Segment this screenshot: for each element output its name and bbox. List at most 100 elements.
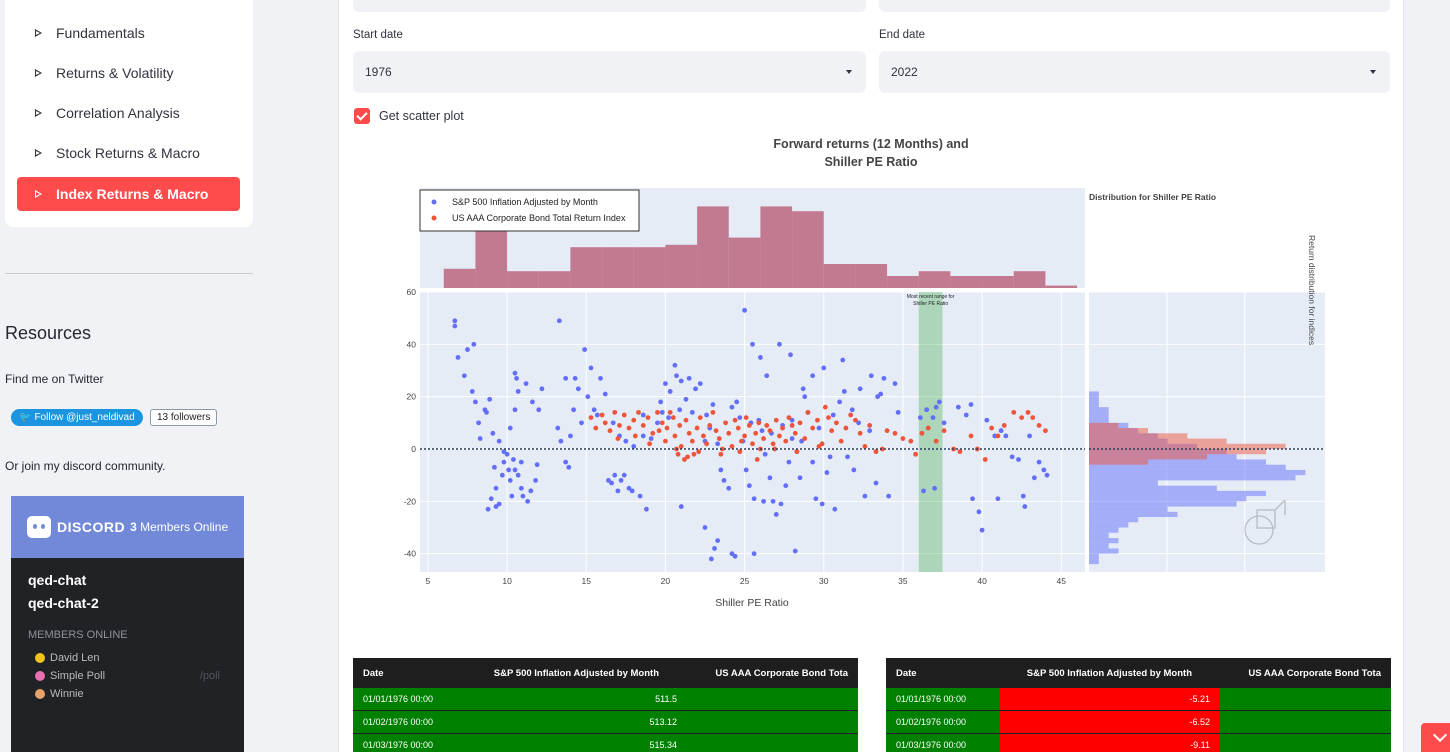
column-header[interactable]: Date [363,667,384,679]
table-row[interactable]: 01/01/1976 00:00 511.5 [353,688,858,711]
member-item[interactable]: Winnie [11,685,244,703]
sp500-point [917,415,923,421]
top-field-right[interactable] [879,0,1390,12]
column-header[interactable]: S&P 500 Inflation Adjusted by Month [493,667,660,679]
scroll-down-button[interactable] [1421,723,1450,752]
bond-point [838,438,844,444]
x-axis-label: Shiller PE Ratio [715,597,789,609]
table-cell: -9.11 [1000,734,1220,752]
y-tick-label: 60 [407,287,417,297]
sp500-point [493,504,499,509]
end-date-select[interactable]: 2022 [879,51,1390,93]
sp500-point [509,493,515,499]
start-date-value: 1976 [365,65,392,79]
return-histogram [1089,391,1306,565]
table-row[interactable]: 01/02/1976 00:00 513.12 [353,711,858,734]
bond-point [957,449,963,455]
bond-point [867,423,873,428]
bond-point [1030,415,1036,421]
bond-point [826,415,831,421]
start-date-select[interactable]: 1976 [353,51,866,93]
table-row[interactable]: 01/03/1976 00:00 -9.11 [886,734,1391,752]
sp500-point [868,373,874,379]
sp500-point [520,493,526,499]
nav-item-correlation-analysis[interactable]: Correlation Analysis [35,96,180,130]
sp500-point [514,375,519,381]
chevron-down-icon [1370,70,1376,74]
nav-item-label: Fundamentals [56,25,145,41]
sp500-point [1031,475,1037,481]
sp500-point [729,404,735,410]
data-table-returns[interactable]: Date S&P 500 Inflation Adjusted by Month… [886,658,1391,752]
table-cell: 515.34 [649,740,677,750]
sp500-point [751,551,757,557]
chart-title-line-2: Shiller PE Ratio [824,155,917,169]
highlight-label-1: Most recent range for [907,294,955,300]
nav-item-stock-returns-macro[interactable]: Stock Returns & Macro [35,136,200,170]
bond-point [716,436,722,441]
sp500-return-bar [1089,396,1099,402]
sp500-point [598,375,603,381]
sp500-point [773,512,779,517]
bond-point [685,454,690,460]
bond-point [697,415,703,421]
column-header[interactable]: Date [896,667,917,679]
bond-point [588,415,594,421]
pe-hist-bar [950,276,983,288]
table-cell: 01/02/1976 00:00 [896,717,967,727]
nav-item-fundamentals[interactable]: Fundamentals [35,16,145,50]
sp500-point [585,394,591,400]
sp500-point [501,449,507,455]
sp500-point [477,436,483,441]
sp500-point [797,475,803,481]
bond-point [713,428,719,434]
sp500-point [830,412,836,418]
column-header[interactable]: S&P 500 Inflation Adjusted by Month [1026,667,1193,679]
bond-return-bar [1089,428,1148,434]
column-header[interactable]: US AAA Corporate Bond Tota [1248,667,1381,679]
nav-item-index-returns-macro[interactable]: Index Returns & Macro [17,177,240,211]
bond-return-bar [1089,443,1286,450]
sp500-point [485,506,491,512]
bond-point [764,423,770,428]
sp500-point [932,485,937,491]
table-cell: 01/03/1976 00:00 [363,740,434,750]
member-item[interactable]: Simple Poll/poll [11,667,244,685]
discord-channel[interactable]: qed-chat-2 [28,595,99,611]
bond-point [701,433,706,439]
member-item[interactable]: David Len [11,649,244,667]
discord-logo[interactable]: DISCORD [27,516,125,538]
scatter-plot-checkbox[interactable] [354,108,370,124]
sp500-point [488,496,494,502]
sp500-point [821,365,827,371]
bond-point [822,404,828,410]
twitter-follow-button[interactable]: 🐦 Follow @just_neldivad [11,409,143,426]
table-row[interactable]: 01/03/1976 00:00 515.34 [353,734,858,752]
sp500-point [612,472,618,478]
nav-item-label: Index Returns & Macro [56,186,209,202]
table-row[interactable]: 01/02/1976 00:00 -6.52 [886,711,1391,734]
table-cell: 01/01/1976 00:00 [363,694,434,704]
twitter-followers-count[interactable]: 13 followers [150,409,218,426]
bond-point [815,417,820,423]
bond-point [908,438,914,444]
bond-point [941,428,947,434]
column-header[interactable]: US AAA Corporate Bond Tota [715,667,848,679]
discord-channel[interactable]: qed-chat [28,572,87,588]
bond-point [664,425,670,431]
member-tag: /poll [199,670,220,682]
nav-item-label: Returns & Volatility [56,65,174,81]
bond-point [632,433,638,439]
online-label: Members Online [140,520,229,534]
sp500-return-bar [1089,543,1109,549]
bond-point [1011,409,1017,415]
table-row[interactable]: 01/01/1976 00:00 -5.21 [886,688,1391,711]
sp500-point [764,373,770,379]
play-icon [35,69,42,77]
bond-point [919,430,925,436]
sp500-point [631,443,637,449]
data-table-levels[interactable]: Date S&P 500 Inflation Adjusted by Month… [353,658,858,752]
nav-item-returns-volatility[interactable]: Returns & Volatility [35,56,174,90]
bond-point [819,441,825,447]
top-field-left[interactable] [353,0,866,12]
